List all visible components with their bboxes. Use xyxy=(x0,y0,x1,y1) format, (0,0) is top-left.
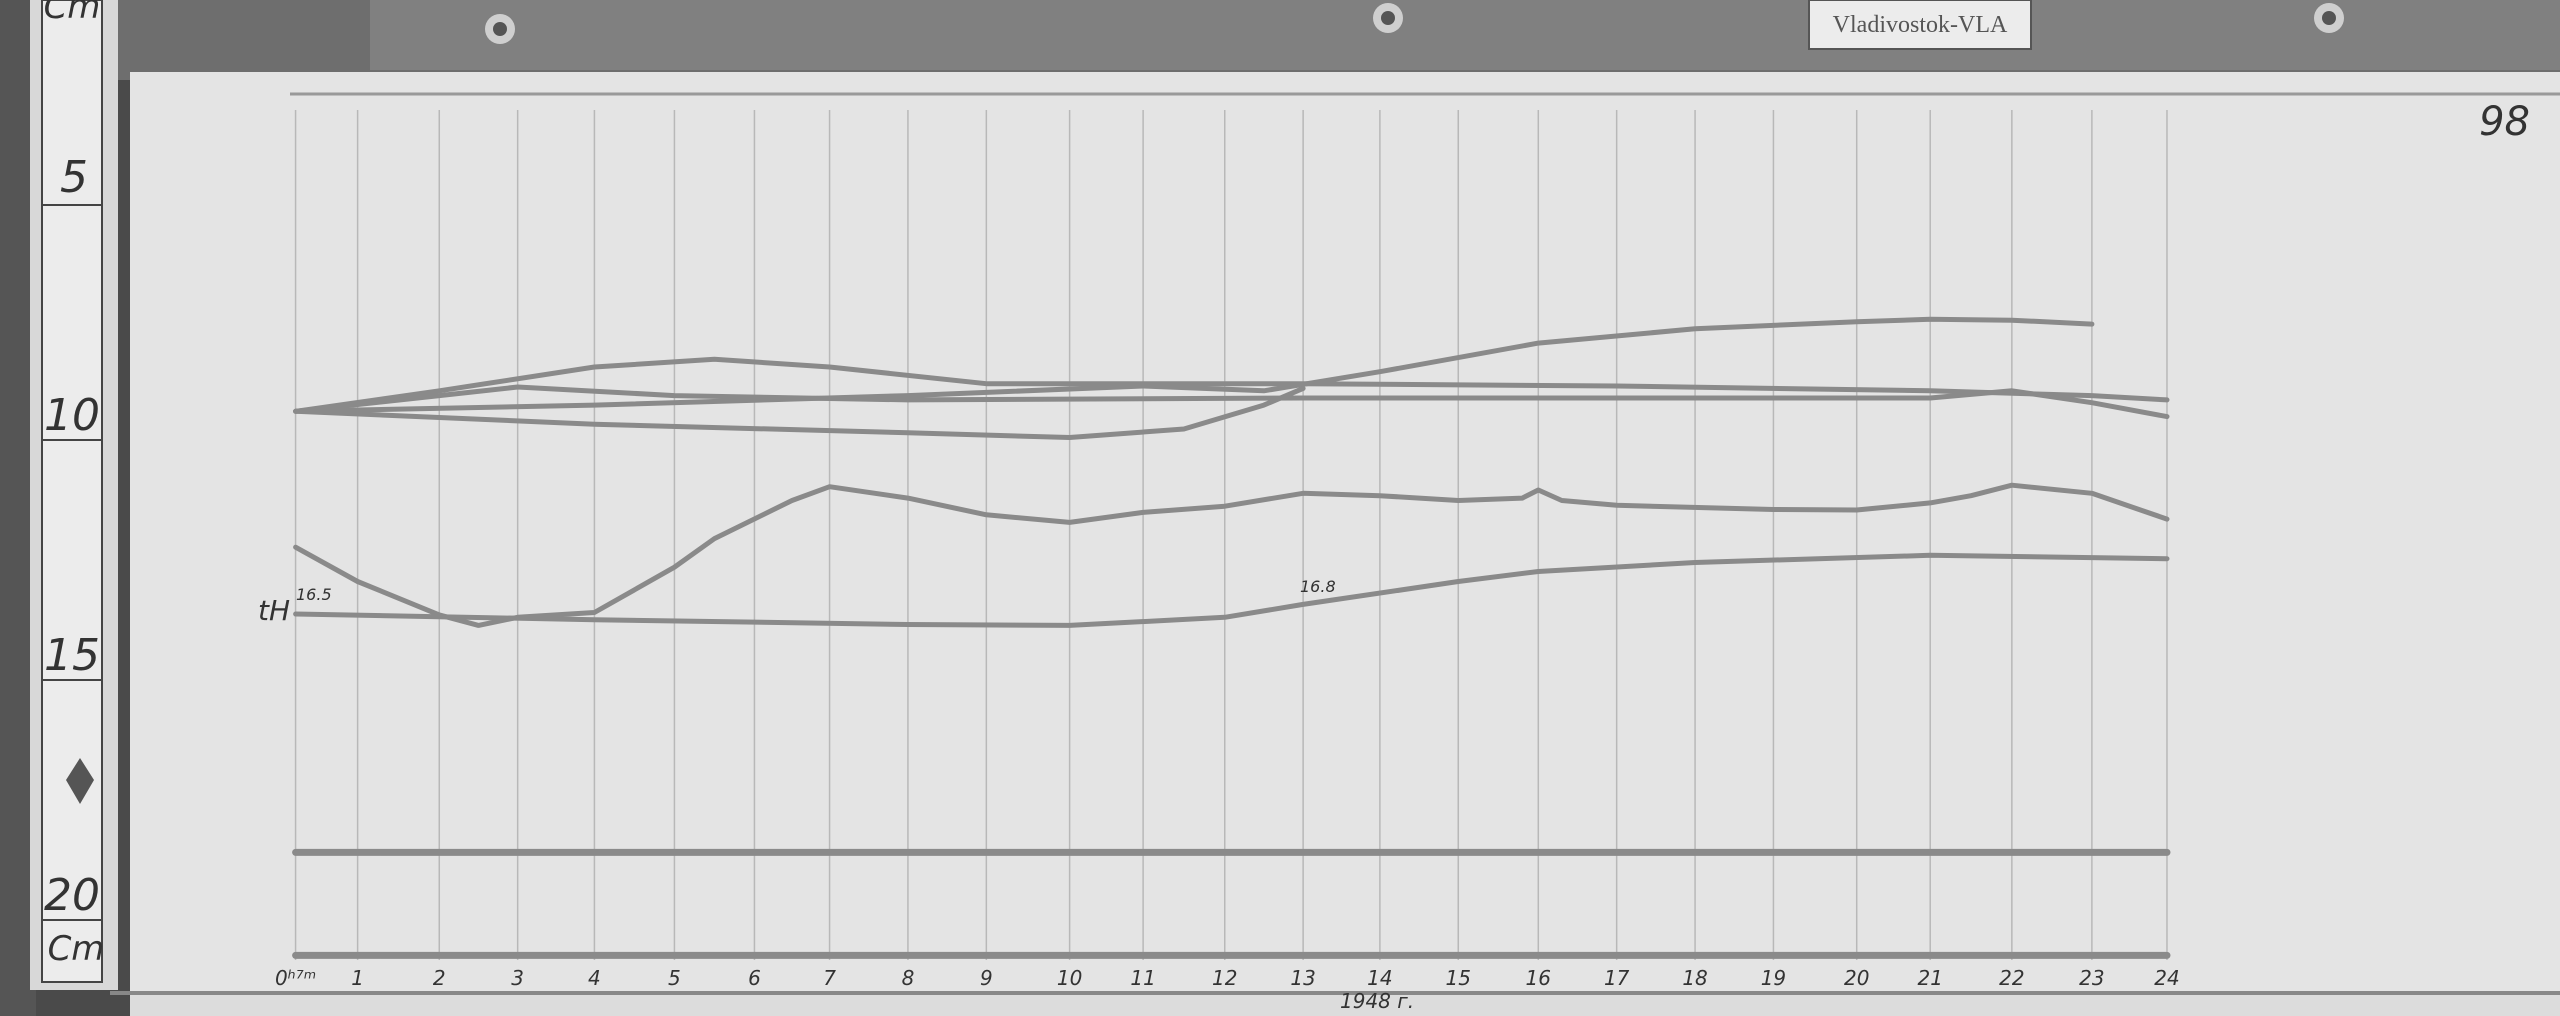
hour-tick-label: 10 xyxy=(1057,966,1082,990)
hour-tick-label: 8 xyxy=(902,966,915,990)
hour-tick-label: 23 xyxy=(2079,966,2104,990)
trace-line-5 xyxy=(293,552,2170,628)
trace-line-2 xyxy=(293,384,2170,420)
hour-tick-label: 2 xyxy=(433,966,446,990)
hour-tick-label: 12 xyxy=(1212,966,1237,990)
station-plate-text: Vladivostok-VLA xyxy=(1833,12,2008,38)
hour-tick-label: 16 xyxy=(1526,966,1551,990)
hour-tick-label: 24 xyxy=(2154,966,2179,990)
hour-tick-label: 18 xyxy=(1682,966,1707,990)
hour-tick-label: 6 xyxy=(748,966,761,990)
hour-tick-label: 21 xyxy=(1917,966,1942,990)
hour-tick-label: 14 xyxy=(1367,966,1392,990)
cm-ruler: Cm 5 10 15 20 Cm xyxy=(30,0,118,990)
ruler-unit-top: Cm xyxy=(44,0,101,27)
hour-tick-label: 11 xyxy=(1130,966,1155,990)
paper-bottom-edge xyxy=(130,994,2560,1016)
hour-tick-label: 13 xyxy=(1290,966,1315,990)
screw-icon xyxy=(485,14,515,44)
temperature-start: 16.5 xyxy=(296,585,332,604)
trace-line-4 xyxy=(293,482,2170,628)
hour-tick-label: 7 xyxy=(823,966,836,990)
hour-tick-label: 5 xyxy=(668,966,681,990)
chart-paper xyxy=(130,72,2560,994)
hour-tick-label: 0ʰ⁷ᵐ xyxy=(275,966,316,990)
hour-tick-label: 19 xyxy=(1761,966,1786,990)
hour-tick-label: 22 xyxy=(1999,966,2024,990)
glass-strip xyxy=(370,0,2560,70)
trace-line-3 xyxy=(293,385,1306,440)
sheet-number: 98 xyxy=(2479,99,2530,145)
hour-tick-label: 20 xyxy=(1844,966,1869,990)
ruler-diamond-marker-icon xyxy=(66,758,94,804)
hour-tick-labels: 0ʰ⁷ᵐ 1 2 3 4 5 6 7 8 9 10 11 12 13 14 15 16 17 18 19 20 21 22 2… xyxy=(275,966,2180,990)
hour-grid xyxy=(294,110,2168,960)
ruler-mark-5: 5 xyxy=(60,152,88,203)
hour-tick-label: 3 xyxy=(511,966,524,990)
station-plate xyxy=(1808,0,2032,50)
hour-tick-label: 17 xyxy=(1604,966,1630,990)
footer-note: 1948 г. xyxy=(1340,989,1414,1013)
traces xyxy=(292,316,2171,959)
ruler-mark-20: 20 xyxy=(44,870,100,921)
hour-tick-label: 9 xyxy=(980,966,993,990)
hour-tick-label: 4 xyxy=(588,966,601,990)
th-label: tH xyxy=(258,594,290,627)
screw-icon xyxy=(1373,3,1403,33)
ruler-unit-bottom: Cm xyxy=(48,929,105,969)
hour-tick-label: 15 xyxy=(1446,966,1471,990)
ruler-mark-10: 10 xyxy=(44,390,100,441)
temperature-mid: 16.8 xyxy=(1300,577,1336,596)
ruler-mark-15: 15 xyxy=(44,630,100,681)
hour-tick-label: 1 xyxy=(351,966,364,990)
screw-icon xyxy=(2314,3,2344,33)
